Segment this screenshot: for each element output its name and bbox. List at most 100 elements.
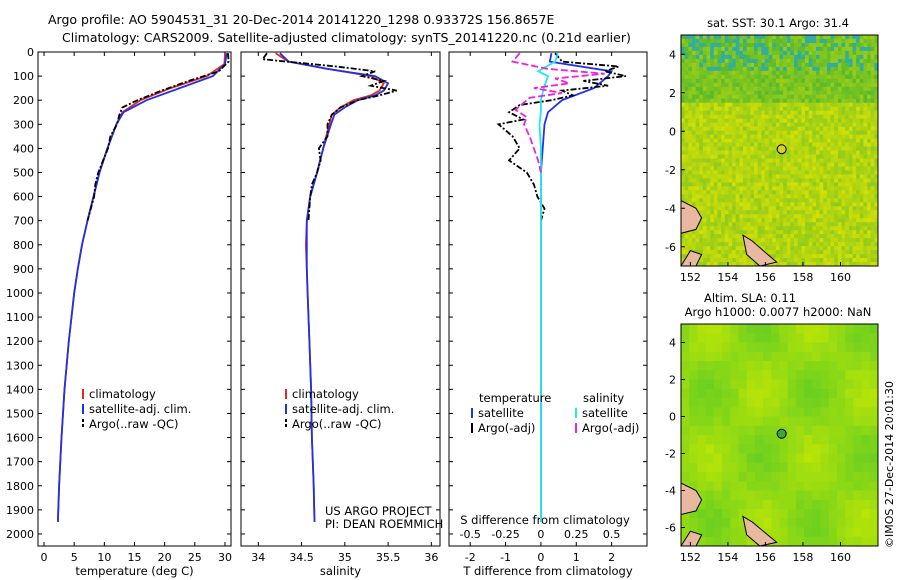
sla-map-cell — [812, 472, 821, 482]
sla-map-cell — [837, 398, 846, 408]
sst-map-cell — [702, 154, 707, 159]
sst-map-cell — [812, 190, 817, 195]
sla-map-ytick-label: -6 — [665, 522, 676, 535]
sst-map-cell — [794, 198, 799, 203]
sst-map-cell — [797, 178, 802, 183]
sla-map-cell — [763, 342, 772, 353]
sst-map-cell — [728, 154, 733, 159]
sst-map-cell — [797, 202, 802, 207]
sla-map-cell — [705, 416, 715, 427]
sst-map-cell — [721, 98, 726, 104]
sst-map-cell — [786, 58, 791, 64]
sst-map-cell — [816, 118, 820, 123]
sst-map-cell — [823, 39, 828, 44]
sst-map-cell — [768, 58, 773, 64]
sla-map-cell — [779, 490, 789, 501]
sst-map-cell — [772, 78, 777, 84]
sla-map-cell — [828, 472, 838, 482]
sla-map-cell — [763, 481, 772, 491]
sst-map-cell — [761, 166, 766, 171]
sst-map-cell — [728, 250, 733, 255]
sst-map-cell — [794, 158, 799, 163]
sst-map-cell — [702, 250, 707, 255]
sst-map-cell — [808, 62, 813, 68]
sst-map-cell — [757, 178, 762, 183]
sst-map-cell — [746, 258, 751, 263]
sst-map-cell — [750, 102, 755, 108]
sst-map-cell — [691, 178, 696, 183]
sla-map-cell — [804, 462, 813, 473]
sst-map-cell — [874, 190, 878, 195]
sst-map-cell — [874, 114, 878, 120]
sst-map-cell — [826, 134, 831, 139]
sst-map-cell — [739, 102, 744, 108]
sst-map-cell — [735, 122, 740, 127]
sla-map-cell — [754, 342, 764, 353]
sla-map-cell — [804, 416, 813, 427]
sst-map-cell — [779, 250, 784, 255]
sst-map-cell — [837, 142, 842, 147]
sst-map-cell — [786, 118, 791, 123]
sst-map-cell — [699, 178, 704, 183]
sst-map-cell — [852, 166, 857, 171]
sst-map-cell — [797, 102, 802, 108]
sst-map-cell — [856, 262, 861, 266]
sla-map-cell — [771, 518, 780, 528]
sst-map-cell — [805, 54, 809, 60]
sst-map-cell — [735, 262, 740, 266]
sst-map-cell — [845, 70, 850, 76]
sst-map-cell — [746, 210, 751, 215]
sst-map-cell — [699, 166, 704, 171]
sst-map-cell — [710, 230, 715, 235]
sst-map-cell — [775, 126, 780, 131]
sst-map-cell — [717, 178, 722, 183]
sst-map-cell — [805, 262, 809, 266]
sst-map-cell — [794, 74, 799, 80]
sst-map-cell — [856, 86, 861, 92]
sst-map-cell — [794, 218, 799, 223]
sst-map-cell — [728, 174, 733, 179]
sst-map-cell — [863, 186, 868, 191]
sst-map-cell — [728, 58, 733, 64]
sst-map-cell — [706, 122, 711, 127]
sst-map-cell — [837, 190, 842, 195]
sst-map-cell — [695, 166, 700, 171]
sal-diff-xlabel: S difference from climatology — [460, 513, 630, 527]
sst-map-cell — [764, 102, 769, 108]
sst-map-cell — [710, 110, 715, 116]
sst-map-cell — [874, 82, 878, 88]
sst-map-cell — [732, 50, 737, 56]
sst-map-cell — [772, 134, 777, 139]
sla-map-cell — [804, 499, 813, 510]
sst-map-cell — [823, 182, 828, 187]
sla-map-cell — [787, 425, 797, 436]
sst-map-cell — [724, 154, 729, 159]
sst-map-cell — [695, 86, 700, 92]
sst-map-cell — [870, 82, 875, 88]
sst-map-cell — [870, 98, 875, 104]
sla-map-cell — [713, 379, 723, 390]
sst-map-cell — [867, 35, 872, 40]
sla-map-cell — [861, 370, 871, 380]
sst-map-cell — [721, 46, 726, 52]
sst-map-cell — [841, 150, 846, 155]
sst-map-cell — [848, 190, 853, 195]
sst-map-cell — [757, 206, 762, 211]
sla-map-cell — [681, 379, 690, 390]
sst-map-cell — [754, 158, 758, 163]
sst-map-cell — [739, 46, 744, 52]
sst-map-cell — [848, 230, 853, 235]
sst-map-cell — [706, 90, 711, 96]
sst-map-cell — [848, 134, 853, 139]
sst-map-cell — [805, 218, 809, 223]
sla-map-cell — [746, 416, 756, 427]
sst-map-cell — [823, 54, 828, 60]
sst-map-cell — [837, 70, 842, 76]
sst-map-cell — [845, 102, 850, 108]
sst-map-cell — [794, 138, 799, 143]
sst-map-cell — [870, 162, 875, 167]
sst-map-cell — [735, 218, 740, 223]
sla-map-cell — [845, 490, 854, 501]
sla-map-cell — [738, 453, 748, 464]
sst-map-cell — [830, 43, 835, 48]
